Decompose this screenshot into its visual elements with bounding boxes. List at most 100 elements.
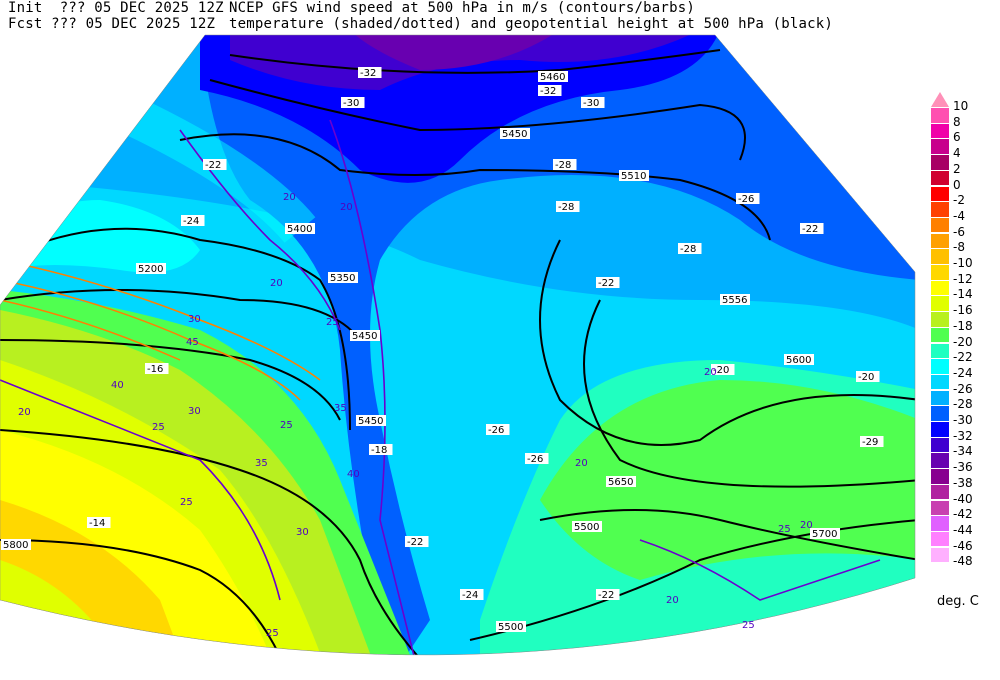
height-label: 5600 <box>786 355 811 366</box>
label-background <box>350 330 380 341</box>
height-label: 5700 <box>812 529 837 540</box>
colorbar-label: -16 <box>953 303 973 318</box>
label-background <box>556 201 580 212</box>
colorbar-label: 0 <box>953 177 961 192</box>
colorbar-swatch <box>931 123 949 139</box>
height-label: 5460 <box>540 72 565 83</box>
label-background <box>678 243 702 254</box>
temp-label: -16 <box>147 364 163 375</box>
label-background <box>856 371 880 382</box>
temp-label: -28 <box>555 160 571 171</box>
colorbar-swatch <box>931 437 949 453</box>
colorbar-swatch <box>931 343 949 358</box>
temp-label: -28 <box>558 202 574 213</box>
colorbar-swatch <box>931 469 949 484</box>
height-label: 5450 <box>358 416 383 427</box>
wind-label: 20 <box>575 458 588 469</box>
label-background <box>538 85 562 96</box>
wind-label: 30 <box>188 406 201 417</box>
colorbar-label: 8 <box>953 114 961 129</box>
map-title-line2: temperature (shaded/dotted) and geopoten… <box>229 16 834 32</box>
colorbar-swatch <box>931 296 949 311</box>
label-background <box>460 589 484 600</box>
colorbar-label: 10 <box>953 99 969 113</box>
wind-contours <box>0 119 881 655</box>
colorbar-label: -34 <box>953 444 973 459</box>
wind-label: 25 <box>152 422 165 433</box>
colorbar-swatch <box>931 359 949 374</box>
temp-label: -14 <box>89 518 105 529</box>
colorbar-label: -44 <box>953 522 973 537</box>
colorbar-swatch <box>931 217 949 233</box>
temp-label: -22 <box>598 278 614 289</box>
colorbar-label: -14 <box>953 287 973 302</box>
wind-label: 25 <box>180 497 193 508</box>
wind-label: 20 <box>800 520 813 531</box>
colorbar-swatch <box>931 547 949 563</box>
label-background <box>285 223 315 234</box>
temp-label: -22 <box>205 160 221 171</box>
colorbar-swatch <box>931 500 949 515</box>
colorbar-label: 4 <box>953 146 961 161</box>
colorbar-label: -20 <box>953 334 973 349</box>
temp-label: -26 <box>488 425 504 436</box>
temp-label: -32 <box>540 86 556 97</box>
label-background <box>720 294 750 305</box>
colorbar-swatch <box>931 186 949 201</box>
colorbar-label: -2 <box>953 193 965 208</box>
label-background <box>572 521 602 532</box>
wind-label: 25 <box>266 628 279 639</box>
height-label: 5350 <box>330 273 355 284</box>
temp-label: -24 <box>462 590 478 601</box>
label-background <box>405 536 429 547</box>
label-background <box>606 476 636 487</box>
temp-label: -26 <box>738 194 754 205</box>
wind-label: 35 <box>255 458 268 469</box>
height-label: 5200 <box>138 264 163 275</box>
colorbar-swatch <box>931 327 949 343</box>
colorbar-swatch <box>931 280 949 296</box>
temp-label: -30 <box>343 98 359 109</box>
label-background <box>369 444 393 455</box>
colorbar-label: -36 <box>953 460 973 475</box>
colorbar-swatch <box>931 249 949 264</box>
height-label: 5450 <box>352 331 377 342</box>
temp-label: -32 <box>360 68 376 79</box>
label-background <box>87 517 111 528</box>
colorbar-swatch <box>931 390 949 406</box>
label-background <box>619 170 649 181</box>
wind-label: 40 <box>111 380 124 391</box>
height-label: 5510 <box>621 171 646 182</box>
colorbar-swatch <box>931 406 949 421</box>
label-background <box>486 424 510 435</box>
init-time: Init ??? 05 DEC 2025 12Z <box>8 0 224 16</box>
colorbar-swatch <box>931 422 949 437</box>
height-label: 5500 <box>574 522 599 533</box>
colorbar-swatch <box>931 374 949 390</box>
label-background <box>358 67 382 78</box>
label-background <box>538 71 568 82</box>
temp-label: -30 <box>583 98 599 109</box>
label-background <box>525 453 549 464</box>
temp-label: -22 <box>802 224 818 235</box>
height-label: 5400 <box>287 224 312 235</box>
colorbar-swatch <box>931 265 949 280</box>
colorbar-label: -8 <box>953 240 965 255</box>
label-background <box>784 354 814 365</box>
wind-label: 20 <box>704 367 717 378</box>
temp-label: -28 <box>680 244 696 255</box>
colorbar-swatch <box>931 233 949 249</box>
colorbar-label: -18 <box>953 318 973 333</box>
label-background <box>596 277 620 288</box>
temp-label: -22 <box>407 537 423 548</box>
label-background <box>496 621 526 632</box>
colorbar-swatch <box>931 155 949 170</box>
label-background <box>1 539 31 550</box>
colorbar-swatch <box>931 108 949 123</box>
temp-label: -18 <box>371 445 387 456</box>
colorbar-label: -26 <box>953 381 973 396</box>
colorbar-swatch <box>931 453 949 468</box>
label-background <box>736 193 760 204</box>
label-background <box>596 589 620 600</box>
